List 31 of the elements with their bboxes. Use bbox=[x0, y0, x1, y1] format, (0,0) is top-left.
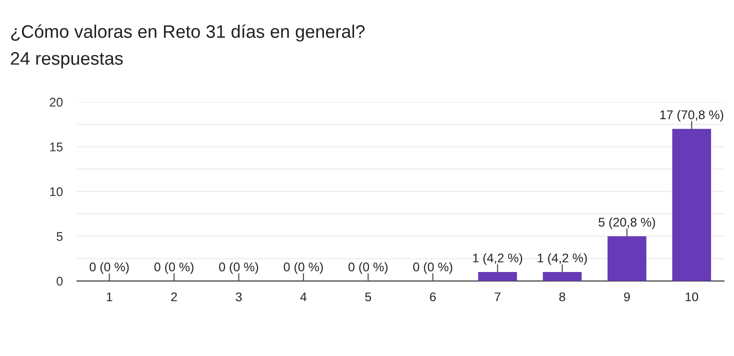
x-tick-label: 3 bbox=[236, 292, 242, 302]
y-tick-label: 10 bbox=[50, 187, 63, 196]
data-label: 1 (4,2 %) bbox=[473, 253, 522, 265]
x-tick-label: 2 bbox=[171, 292, 177, 302]
x-tick-label: 1 bbox=[106, 292, 112, 302]
x-tick-label: 6 bbox=[430, 292, 436, 302]
data-label: 0 (0 %) bbox=[413, 262, 452, 274]
chart-title: ¿Cómo valoras en Reto 31 días en general? bbox=[11, 24, 365, 42]
bar bbox=[478, 272, 517, 281]
data-label: 0 (0 %) bbox=[90, 262, 129, 274]
data-label: 17 (70,8 %) bbox=[660, 110, 724, 122]
y-tick-label: 15 bbox=[50, 142, 63, 152]
x-tick-label: 8 bbox=[559, 292, 566, 302]
x-tick-label: 10 bbox=[686, 292, 698, 302]
chart-subtitle: 24 respuestas bbox=[10, 52, 123, 68]
x-tick-label: 7 bbox=[494, 292, 500, 302]
x-tick-label: 4 bbox=[300, 292, 307, 302]
x-tick-label: 5 bbox=[365, 292, 372, 302]
data-label: 0 (0 %) bbox=[348, 262, 388, 274]
data-label: 0 (0 %) bbox=[284, 262, 323, 274]
bar bbox=[542, 272, 582, 281]
data-label: 1 (4,2 %) bbox=[538, 253, 587, 265]
data-label: 0 (0 %) bbox=[219, 262, 258, 274]
bar bbox=[608, 236, 646, 281]
data-label: 5 (20,8 %) bbox=[598, 217, 656, 230]
y-tick-label: 0 bbox=[56, 276, 63, 286]
y-tick-label: 20 bbox=[50, 98, 63, 107]
y-tick-label: 5 bbox=[56, 232, 63, 241]
data-label: 0 (0 %) bbox=[154, 262, 194, 274]
bar bbox=[672, 128, 712, 281]
x-tick-label: 9 bbox=[624, 292, 630, 302]
